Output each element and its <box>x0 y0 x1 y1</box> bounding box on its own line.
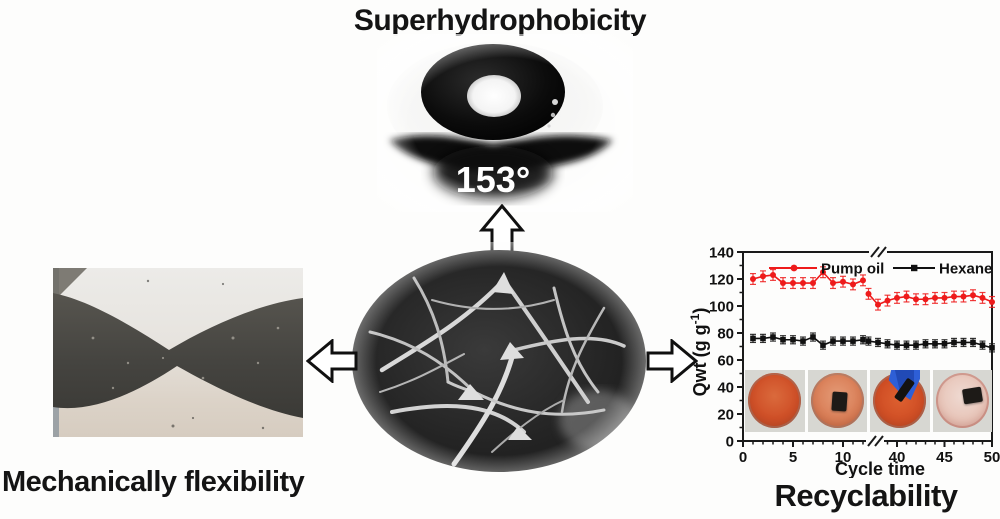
y-tick-label: 120 <box>709 272 734 289</box>
sem-debris <box>559 390 635 450</box>
y-tick-label: 80 <box>717 326 734 343</box>
inset-photo-cleaned-dish <box>932 370 992 432</box>
photo-corner-shadow <box>53 268 87 302</box>
sem-network-image <box>352 250 646 472</box>
y-tick-label: 140 <box>709 245 734 262</box>
sponge-square <box>961 386 983 405</box>
arrow-left-icon <box>306 339 358 383</box>
axis-break-marks <box>866 246 887 447</box>
droplet-glint <box>550 112 556 118</box>
y-tick-label: 60 <box>717 353 734 370</box>
axis-ticks: 0 20 40 60 80 100 120 140 0 5 10 40 45 50 <box>709 245 1000 467</box>
x-tick-label: 45 <box>936 449 953 466</box>
inset-photo-sponge-on-oil <box>807 370 867 432</box>
droplet-glint <box>547 124 551 128</box>
twisted-sponge <box>53 293 303 418</box>
superhydrophobicity-title: Superhydrophobicity <box>353 4 647 37</box>
contact-angle-photo: 153° <box>377 34 633 212</box>
y-axis-label: Qwt (g g-1) <box>690 308 710 397</box>
droplet-highlight <box>467 75 521 117</box>
series-pump-oil <box>750 266 995 311</box>
arrow-right-icon <box>646 339 698 383</box>
petri-dish-oil <box>748 373 801 428</box>
x-tick-label: 50 <box>984 449 1000 466</box>
legend-hexane: Hexane <box>939 261 992 278</box>
sponge-square <box>830 391 848 412</box>
x-tick-label: 10 <box>835 449 852 466</box>
sem-network-photo <box>344 242 654 480</box>
inset-photo-strip <box>745 370 992 432</box>
contact-angle-value: 153° <box>456 159 530 200</box>
x-tick-label: 5 <box>789 449 797 466</box>
y-tick-label: 100 <box>709 299 734 316</box>
twisted-sponge-photo <box>53 268 303 437</box>
legend-pump-oil: Pump oil <box>821 261 884 278</box>
legend: Pump oil Hexane <box>769 261 992 278</box>
recyclability-label: Recyclability <box>774 478 958 513</box>
droplet-glint <box>552 99 558 105</box>
scattered-crumbs <box>146 279 265 430</box>
mechanical-flexibility-label: Mechanically flexibility <box>2 466 305 498</box>
inset-photo-glove-pickup <box>870 370 930 432</box>
recyclability-chart: 0 20 40 60 80 100 120 140 0 5 10 40 45 50 Pump oil He… <box>690 230 1000 479</box>
x-tick-label: 0 <box>739 449 747 466</box>
sponge-specks <box>91 326 280 390</box>
data-series <box>750 266 995 353</box>
inset-photo-oil-film-dish <box>745 370 805 432</box>
y-tick-label: 0 <box>726 434 734 451</box>
y-tick-label: 20 <box>717 407 734 424</box>
series-hexane <box>750 332 995 353</box>
x-axis-label: Cycle time <box>835 459 925 478</box>
y-tick-label: 40 <box>717 380 734 397</box>
water-droplet-image: 153° <box>387 42 613 200</box>
x-tick-label: 40 <box>889 449 906 466</box>
